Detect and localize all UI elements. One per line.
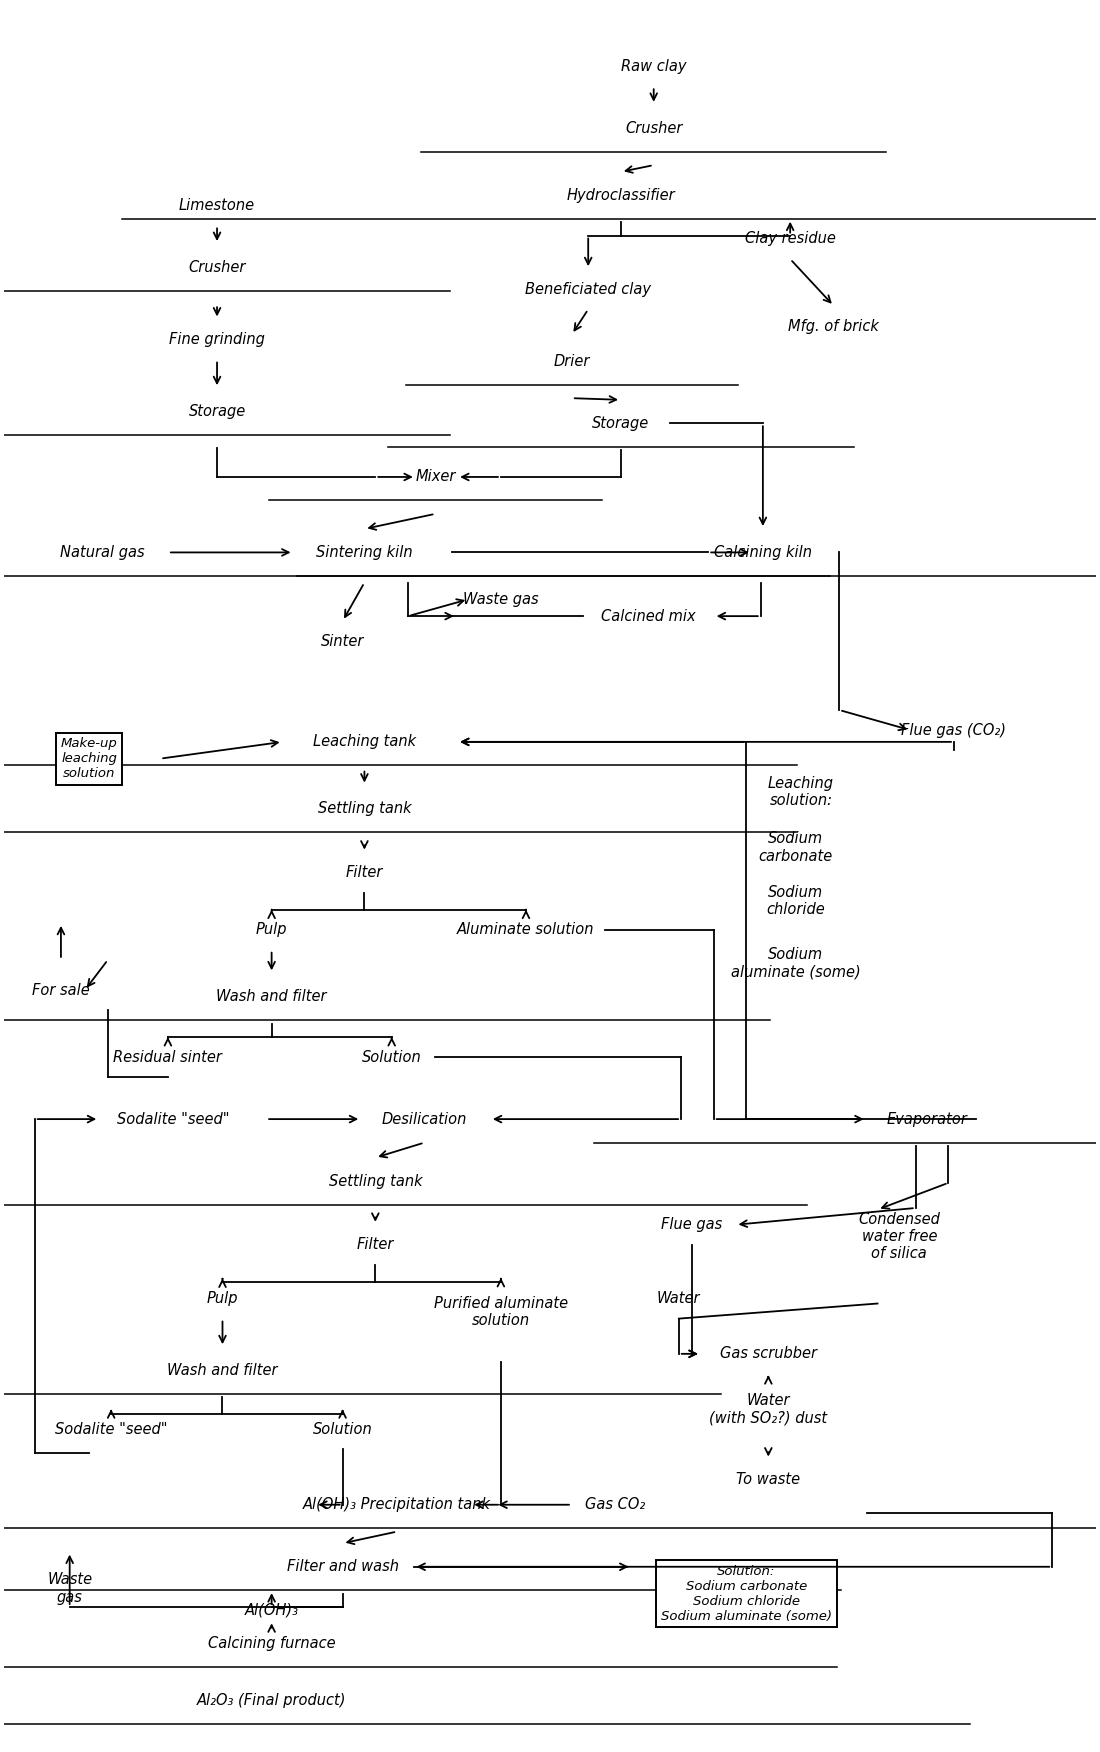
Text: Al₂O₃ (Final product): Al₂O₃ (Final product) bbox=[197, 1694, 346, 1708]
Text: Fine grinding: Fine grinding bbox=[169, 331, 265, 347]
Text: Mixer: Mixer bbox=[415, 470, 455, 485]
Text: Aluminate solution: Aluminate solution bbox=[458, 922, 595, 937]
Text: Sodium
carbonate: Sodium carbonate bbox=[759, 830, 833, 864]
Text: Beneficiated clay: Beneficiated clay bbox=[525, 282, 651, 296]
Text: Settling tank: Settling tank bbox=[329, 1174, 422, 1188]
Text: Condensed
water free
of silica: Condensed water free of silica bbox=[858, 1212, 940, 1261]
Text: Storage: Storage bbox=[188, 405, 245, 419]
Text: Mfg. of brick: Mfg. of brick bbox=[789, 319, 879, 333]
Text: Flue gas: Flue gas bbox=[661, 1218, 723, 1232]
Text: Sintering kiln: Sintering kiln bbox=[316, 545, 412, 561]
Text: Waste
gas: Waste gas bbox=[47, 1572, 92, 1605]
Text: Hydroclassifier: Hydroclassifier bbox=[566, 187, 675, 203]
Text: Storage: Storage bbox=[592, 415, 650, 431]
Text: Sodalite "seed": Sodalite "seed" bbox=[55, 1423, 167, 1437]
Text: Settling tank: Settling tank bbox=[318, 801, 411, 816]
Text: Water
(with SO₂?) dust: Water (with SO₂?) dust bbox=[710, 1393, 827, 1426]
Text: To waste: To waste bbox=[736, 1472, 801, 1487]
Text: Al(OH)₃: Al(OH)₃ bbox=[244, 1603, 298, 1617]
Text: Clay residue: Clay residue bbox=[745, 231, 836, 247]
Text: Desilication: Desilication bbox=[382, 1111, 468, 1127]
Text: Calcining kiln: Calcining kiln bbox=[714, 545, 812, 561]
Text: Gas CO₂: Gas CO₂ bbox=[585, 1498, 646, 1512]
Text: Sodalite "seed": Sodalite "seed" bbox=[117, 1111, 230, 1127]
Text: Crusher: Crusher bbox=[188, 259, 245, 275]
Text: Calcined mix: Calcined mix bbox=[601, 608, 695, 624]
Text: Sinter: Sinter bbox=[321, 634, 364, 648]
Text: Filter: Filter bbox=[345, 865, 383, 880]
Text: Drier: Drier bbox=[553, 354, 590, 368]
Text: Natural gas: Natural gas bbox=[60, 545, 145, 561]
Text: Limestone: Limestone bbox=[179, 198, 255, 212]
Text: Solution: Solution bbox=[312, 1423, 373, 1437]
Text: Gas scrubber: Gas scrubber bbox=[719, 1346, 817, 1361]
Text: Flue gas (CO₂): Flue gas (CO₂) bbox=[901, 722, 1007, 738]
Text: Sodium
aluminate (some): Sodium aluminate (some) bbox=[730, 948, 860, 979]
Text: For sale: For sale bbox=[32, 983, 90, 997]
Text: Wash and filter: Wash and filter bbox=[167, 1363, 277, 1379]
Text: Residual sinter: Residual sinter bbox=[113, 1049, 222, 1065]
Text: Water: Water bbox=[657, 1291, 701, 1305]
Text: Evaporator: Evaporator bbox=[887, 1111, 967, 1127]
Text: Raw clay: Raw clay bbox=[621, 60, 686, 74]
Text: Leaching
solution:: Leaching solution: bbox=[768, 776, 834, 808]
Text: Crusher: Crusher bbox=[625, 121, 682, 135]
Text: Pulp: Pulp bbox=[256, 922, 287, 937]
Text: Purified aluminate
solution: Purified aluminate solution bbox=[433, 1296, 568, 1328]
Text: Al(OH)₃ Precipitation tank: Al(OH)₃ Precipitation tank bbox=[304, 1498, 492, 1512]
Text: Filter: Filter bbox=[356, 1237, 394, 1253]
Text: Waste gas: Waste gas bbox=[463, 592, 539, 606]
Text: Pulp: Pulp bbox=[207, 1291, 239, 1305]
Text: Calcining furnace: Calcining furnace bbox=[208, 1636, 336, 1652]
Text: Solution:
Sodium carbonate
Sodium chloride
Sodium aluminate (some): Solution: Sodium carbonate Sodium chlori… bbox=[661, 1565, 832, 1622]
Text: Leaching tank: Leaching tank bbox=[312, 734, 416, 750]
Text: Filter and wash: Filter and wash bbox=[287, 1559, 398, 1575]
Text: Make-up
leaching
solution: Make-up leaching solution bbox=[60, 738, 118, 780]
Text: Sodium
chloride: Sodium chloride bbox=[767, 885, 825, 918]
Text: Wash and filter: Wash and filter bbox=[217, 990, 327, 1004]
Text: Solution: Solution bbox=[362, 1049, 421, 1065]
